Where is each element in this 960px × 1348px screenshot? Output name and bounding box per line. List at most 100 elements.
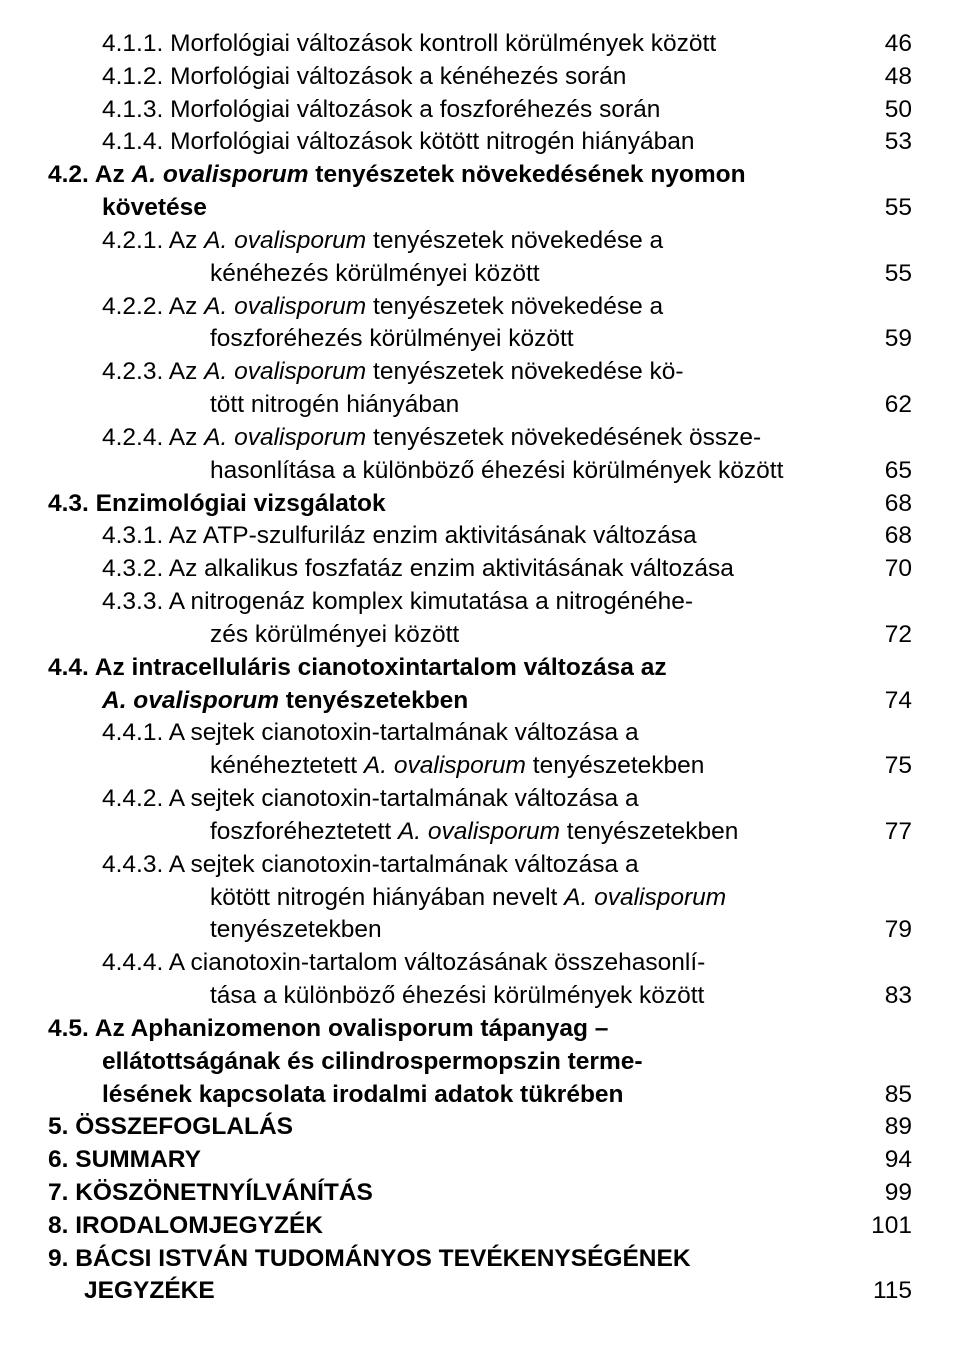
toc-text-segment: hasonlítása a különböző éhezési körülmén…: [210, 457, 783, 484]
toc-entry: tenyészetekben79: [48, 914, 912, 947]
toc-text-segment: 4.2.4. Az: [102, 424, 204, 451]
toc-entry-label: hasonlítása a különböző éhezési körülmén…: [48, 455, 842, 488]
toc-text-segment: követése: [102, 194, 207, 221]
toc-entry-page: 115: [842, 1275, 912, 1308]
toc-entry-page: 75: [842, 750, 912, 783]
toc-entry-label: 4.3.2. Az alkalikus foszfatáz enzim akti…: [48, 553, 842, 586]
toc-entry-page: 72: [842, 619, 912, 652]
toc-entry-label: 4.1.1. Morfológiai változások kontroll k…: [48, 28, 842, 61]
toc-text-segment: A. ovalisporum: [204, 227, 366, 254]
toc-entry-page: 85: [842, 1079, 912, 1112]
toc-text-segment: 8. IRODALOMJEGYZÉK: [48, 1212, 323, 1239]
toc-entry: 4.3.2. Az alkalikus foszfatáz enzim akti…: [48, 553, 912, 586]
toc-text-segment: tenyészetek növekedése a: [366, 293, 663, 320]
toc-text-segment: tenyészetekben: [279, 687, 468, 714]
toc-text-segment: foszforéhezés körülményei között: [210, 325, 574, 352]
toc-text-segment: A. ovalisporum: [364, 752, 526, 779]
toc-entry: 4.3. Enzimológiai vizsgálatok 68: [48, 488, 912, 521]
toc-entry-label: tött nitrogén hiányában: [48, 389, 842, 422]
toc-entry: 4.2.3. Az A. ovalisporum tenyészetek növ…: [48, 356, 912, 389]
toc-text-segment: A. ovalisporum: [204, 424, 366, 451]
toc-entry: kénéheztetett A. ovalisporum tenyészetek…: [48, 750, 912, 783]
toc-entry-label: 4.1.3. Morfológiai változások a foszforé…: [48, 94, 842, 127]
toc-entry: 4.1.1. Morfológiai változások kontroll k…: [48, 28, 912, 61]
toc-text-segment: 4.3. Enzimológiai vizsgálatok: [48, 490, 386, 517]
toc-entry-label: 4.1.4. Morfológiai változások kötött nit…: [48, 126, 842, 159]
toc-entry: 5. ÖSSZEFOGLALÁS89: [48, 1111, 912, 1144]
toc-entry: 4.4.3. A sejtek cianotoxin-tartalmának v…: [48, 849, 912, 882]
toc-entry: ellátottságának és cilindrospermopszin t…: [48, 1046, 912, 1079]
toc-text-segment: tenyészetek növekedésének nyomon: [309, 161, 746, 188]
toc-entry-label: kénéhezés körülményei között: [48, 258, 842, 291]
toc-text-segment: A. ovalisporum: [398, 818, 560, 845]
toc-entry-label: JEGYZÉKE: [48, 1275, 842, 1308]
toc-entry-page: 89: [842, 1111, 912, 1144]
toc-entry: követése55: [48, 192, 912, 225]
toc-entry-page: 48: [842, 61, 912, 94]
toc-entry-page: 94: [842, 1144, 912, 1177]
toc-entry-page: 68: [842, 488, 912, 521]
toc-entry-label: tenyészetekben: [48, 914, 842, 947]
toc-entry: tása a különböző éhezési körülmények köz…: [48, 980, 912, 1013]
toc-entry-label: 4.1.2. Morfológiai változások a kénéhezé…: [48, 61, 842, 94]
toc-text-segment: A. ovalisporum: [204, 358, 366, 385]
toc-entry: 8. IRODALOMJEGYZÉK 101: [48, 1210, 912, 1243]
toc-entry-label: 9. BÁCSI ISTVÁN TUDOMÁNYOS TEVÉKENYSÉGÉN…: [48, 1243, 912, 1276]
toc-entry: hasonlítása a különböző éhezési körülmén…: [48, 455, 912, 488]
toc-entry-label: 4.2. Az A. ovalisporum tenyészetek növek…: [48, 159, 912, 192]
toc-entry: 4.2.1. Az A. ovalisporum tenyészetek növ…: [48, 225, 912, 258]
toc-text-segment: 4.2.1. Az: [102, 227, 204, 254]
toc-entry-label: 5. ÖSSZEFOGLALÁS: [48, 1111, 842, 1144]
toc-entry: kénéhezés körülményei között55: [48, 258, 912, 291]
toc-text-segment: 4.2. Az: [48, 161, 132, 188]
toc-entry: 7. KÖSZÖNETNYÍLVÁNÍTÁS99: [48, 1177, 912, 1210]
toc-text-segment: 6. SUMMARY: [48, 1146, 201, 1173]
toc-text-segment: A. ovalisporum: [132, 161, 309, 188]
toc-entry-page: 77: [842, 816, 912, 849]
toc-entry: tött nitrogén hiányában 62: [48, 389, 912, 422]
toc-entry-page: 83: [842, 980, 912, 1013]
toc-text-segment: kötött nitrogén hiányában nevelt: [210, 884, 564, 911]
toc-entry: lésének kapcsolata irodalmi adatok tükré…: [48, 1079, 912, 1112]
toc-text-segment: tenyészetek növekedése a: [366, 227, 663, 254]
toc-entry: 4.1.2. Morfológiai változások a kénéhezé…: [48, 61, 912, 94]
toc-entry-label: 4.2.4. Az A. ovalisporum tenyészetek növ…: [48, 422, 912, 455]
toc-text-segment: tenyészetekben: [560, 818, 738, 845]
toc-entry-label: 4.4. Az intracelluláris cianotoxintartal…: [48, 652, 912, 685]
toc-entry-page: 46: [842, 28, 912, 61]
toc-entry-page: 101: [842, 1210, 912, 1243]
toc-entry: 4.1.3. Morfológiai változások a foszforé…: [48, 94, 912, 127]
toc-entry-label: zés körülményei között: [48, 619, 842, 652]
toc-text-segment: A. ovalisporum: [204, 293, 366, 320]
toc-entry: 4.2.2. Az A. ovalisporum tenyészetek növ…: [48, 291, 912, 324]
toc-entry-label: követése: [48, 192, 842, 225]
toc-text-segment: 4.2.2. Az: [102, 293, 204, 320]
toc-text-segment: 4.4. Az intracelluláris cianotoxintartal…: [48, 654, 667, 681]
toc-entry: A. ovalisporum tenyészetekben74: [48, 685, 912, 718]
toc-text-segment: tött nitrogén hiányában: [210, 391, 459, 418]
toc-entry: 4.5. Az Aphanizomenon ovalisporum tápany…: [48, 1013, 912, 1046]
toc-entry: kötött nitrogén hiányában nevelt A. oval…: [48, 882, 912, 915]
toc-entry-page: 50: [842, 94, 912, 127]
toc-entry-label: A. ovalisporum tenyészetekben: [48, 685, 842, 718]
toc-entry: zés körülményei között72: [48, 619, 912, 652]
toc-entry-label: kötött nitrogén hiányában nevelt A. oval…: [48, 882, 912, 915]
toc-entry-label: 4.4.3. A sejtek cianotoxin-tartalmának v…: [48, 849, 912, 882]
toc-entry-page: 74: [842, 685, 912, 718]
toc-text-segment: ellátottságának és cilindrospermopszin t…: [102, 1048, 643, 1075]
toc-entry: 6. SUMMARY 94: [48, 1144, 912, 1177]
toc-entry-label: foszforéheztetett A. ovalisporum tenyész…: [48, 816, 842, 849]
toc-entry-label: 4.5. Az Aphanizomenon ovalisporum tápany…: [48, 1013, 912, 1046]
toc-entry: 4.4.1. A sejtek cianotoxin-tartalmának v…: [48, 717, 912, 750]
toc-entry: foszforéhezés körülményei között59: [48, 323, 912, 356]
toc-entry-label: 4.4.2. A sejtek cianotoxin-tartalmának v…: [48, 783, 912, 816]
toc-entry: 4.4.2. A sejtek cianotoxin-tartalmának v…: [48, 783, 912, 816]
toc-entry-label: 4.2.1. Az A. ovalisporum tenyészetek növ…: [48, 225, 912, 258]
toc-text-segment: JEGYZÉKE: [84, 1277, 215, 1304]
toc-entry-page: 99: [842, 1177, 912, 1210]
toc-entry: JEGYZÉKE 115: [48, 1275, 912, 1308]
toc-entry: 9. BÁCSI ISTVÁN TUDOMÁNYOS TEVÉKENYSÉGÉN…: [48, 1243, 912, 1276]
toc-entry-page: 62: [842, 389, 912, 422]
toc-entry: foszforéheztetett A. ovalisporum tenyész…: [48, 816, 912, 849]
toc-entry-label: ellátottságának és cilindrospermopszin t…: [48, 1046, 912, 1079]
